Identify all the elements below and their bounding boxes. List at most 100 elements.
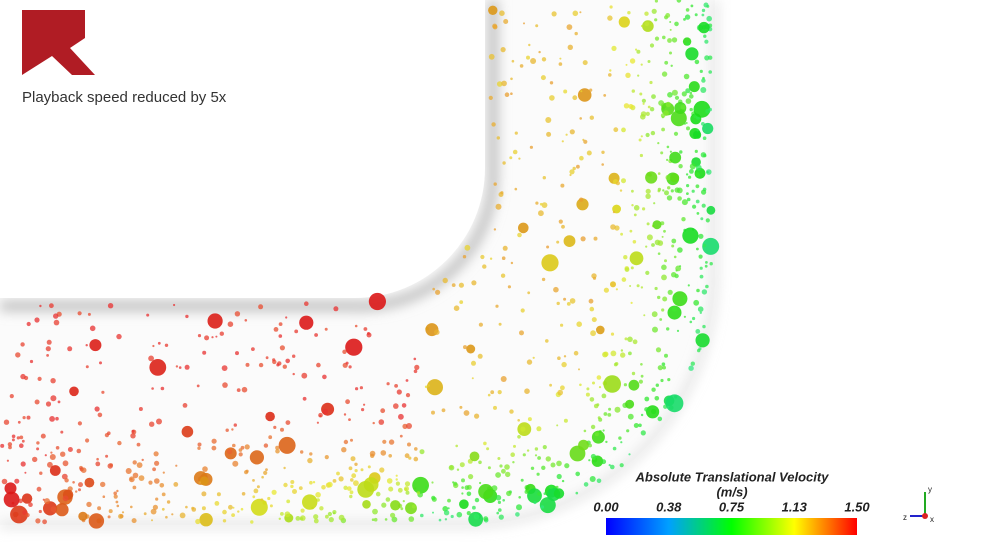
particle xyxy=(36,486,42,492)
particle xyxy=(523,22,525,25)
particle xyxy=(705,218,710,223)
particle xyxy=(530,58,537,64)
particle xyxy=(688,175,692,179)
particle xyxy=(695,329,701,334)
particle xyxy=(627,413,634,420)
particle xyxy=(557,356,561,361)
particle xyxy=(441,408,446,413)
particle xyxy=(673,131,679,136)
particle xyxy=(152,504,158,510)
particle xyxy=(149,421,155,427)
particle xyxy=(497,500,501,504)
particle xyxy=(640,24,644,28)
particle xyxy=(143,512,147,516)
particle xyxy=(347,486,352,491)
particle xyxy=(669,151,682,164)
particle xyxy=(493,182,497,186)
particle xyxy=(154,460,160,466)
particle xyxy=(625,63,628,66)
particle xyxy=(681,199,688,206)
particle xyxy=(501,468,506,474)
particle xyxy=(520,426,526,432)
particle xyxy=(681,217,686,222)
particle xyxy=(640,430,646,436)
particle xyxy=(596,375,602,380)
particle xyxy=(678,164,683,169)
particle xyxy=(534,454,538,457)
particle xyxy=(566,302,571,306)
particle xyxy=(80,467,87,474)
particle xyxy=(524,489,529,494)
particle xyxy=(99,361,102,365)
particle xyxy=(536,472,540,476)
particle xyxy=(576,321,582,328)
particle xyxy=(671,244,675,248)
particle xyxy=(146,313,150,317)
particle xyxy=(495,304,499,308)
particle xyxy=(258,304,264,310)
particle xyxy=(614,406,621,413)
particle xyxy=(510,261,514,265)
particle xyxy=(198,481,202,484)
particle xyxy=(371,518,375,521)
particle xyxy=(238,448,243,452)
particle xyxy=(630,266,634,270)
particle xyxy=(569,173,572,177)
particle xyxy=(689,320,693,324)
particle xyxy=(502,161,506,165)
particle xyxy=(447,507,450,510)
particle xyxy=(354,469,358,473)
particle xyxy=(278,334,283,338)
particle xyxy=(654,396,660,401)
particle xyxy=(385,497,391,502)
particle xyxy=(677,196,682,201)
particle xyxy=(627,336,633,343)
particle xyxy=(21,493,33,504)
particle xyxy=(461,492,464,495)
particle xyxy=(197,334,202,338)
particle xyxy=(489,257,493,260)
particle xyxy=(388,439,395,445)
particle xyxy=(655,347,662,353)
particle xyxy=(244,319,248,322)
particle xyxy=(117,440,122,446)
particle xyxy=(495,472,501,478)
particle xyxy=(292,354,296,358)
particle xyxy=(654,286,658,291)
particle xyxy=(549,95,555,101)
particle xyxy=(640,374,644,378)
particle xyxy=(381,502,387,508)
particle xyxy=(679,265,682,268)
particle xyxy=(625,72,631,79)
particle xyxy=(479,481,482,485)
particle xyxy=(402,500,405,503)
particle xyxy=(693,100,711,118)
particle xyxy=(354,324,358,328)
particle xyxy=(345,399,350,405)
particle xyxy=(550,462,556,468)
particle xyxy=(620,441,623,444)
particle xyxy=(261,475,264,479)
particle xyxy=(702,324,706,329)
particle xyxy=(657,189,661,193)
particle xyxy=(685,98,692,104)
particle xyxy=(14,478,20,484)
particle xyxy=(225,428,229,432)
particle xyxy=(705,261,708,264)
particle xyxy=(657,172,661,175)
particle xyxy=(670,173,680,183)
particle xyxy=(327,481,333,488)
particle xyxy=(60,430,64,434)
particle xyxy=(237,510,240,513)
particle xyxy=(478,322,483,327)
particle xyxy=(608,407,612,411)
particle xyxy=(388,486,394,492)
particle xyxy=(540,505,545,509)
particle xyxy=(699,69,703,73)
particle xyxy=(705,284,709,289)
particle xyxy=(211,445,217,451)
particle xyxy=(130,433,136,439)
particle xyxy=(413,357,417,361)
particle xyxy=(618,436,622,440)
